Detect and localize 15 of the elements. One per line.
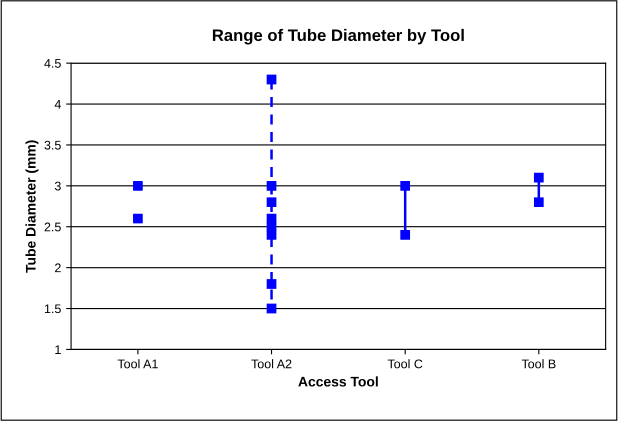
y-tick-label: 2 <box>55 263 61 272</box>
x-tick-label: Tool C <box>388 359 422 368</box>
x-tick-label: Tool B <box>522 359 556 368</box>
y-tick-label: 1 <box>55 345 61 354</box>
y-tick-label: 3.5 <box>44 140 61 150</box>
y-axis-title: Tube Diameter (mm) <box>25 140 38 273</box>
x-tick-label: Tool A2 <box>251 359 292 368</box>
y-tick-label: 3 <box>54 182 61 190</box>
y-tick-label: 2.5 <box>44 222 61 232</box>
chart-title: Range of Tube Diameter by Tool <box>212 28 464 44</box>
y-tick-label: 1.5 <box>44 304 61 314</box>
y-tick-label: 4.5 <box>44 59 61 68</box>
x-tick-label: Tool A1 <box>118 359 158 368</box>
x-axis-title: Access Tool <box>298 376 378 387</box>
y-tick-label: 4 <box>54 100 61 109</box>
